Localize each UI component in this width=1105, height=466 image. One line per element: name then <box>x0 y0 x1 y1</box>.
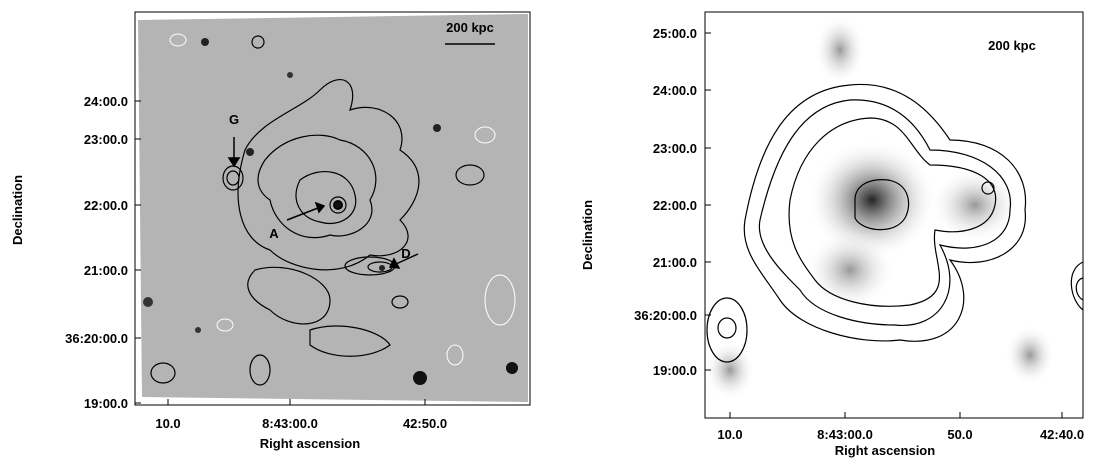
y-tick-label: 21:00.0 <box>653 255 697 270</box>
annotation: D <box>401 246 410 261</box>
xray-image <box>704 11 1084 419</box>
annotation: A <box>269 226 279 241</box>
y-tick-label: 19:00.0 <box>653 363 697 378</box>
y-tick-label: 36:20:00.0 <box>65 331 128 346</box>
annotation: G <box>229 112 239 127</box>
y-tick-label: 23:00.0 <box>653 141 697 156</box>
radio-contours <box>150 33 516 386</box>
x-axis-title: Right ascension <box>260 436 360 451</box>
y-axis-title: Declination <box>10 175 25 245</box>
y-tick-label: 19:00.0 <box>84 396 128 411</box>
x-tick-label: 10.0 <box>155 416 180 431</box>
optical-image <box>134 11 531 406</box>
x-tick-label: 8:43:00.0 <box>817 427 873 442</box>
y-tick-label: 23:00.0 <box>84 132 128 147</box>
y-tick-label: 21:00.0 <box>84 263 128 278</box>
y-tick-label: 24:00.0 <box>653 83 697 98</box>
scale-bar-label: 200 kpc <box>446 20 494 35</box>
x-tick-label: 10.0 <box>717 427 742 442</box>
y-tick-label: 25:00.0 <box>653 26 697 41</box>
arrows <box>227 43 1035 269</box>
y-tick-label: 22:00.0 <box>84 198 128 213</box>
x-tick-label: 50.0 <box>947 427 972 442</box>
y-tick-label: 24:00.0 <box>84 94 128 109</box>
y-tick-label: 36:20:00.0 <box>634 308 697 323</box>
x-tick-label: 42:50.0 <box>403 416 447 431</box>
scale-bar-label: 200 kpc <box>988 38 1036 53</box>
x-tick-label: 42:40.0 <box>1040 427 1084 442</box>
x-tick-label: 8:43:00.0 <box>262 416 318 431</box>
x-axis-title: Right ascension <box>835 443 935 458</box>
y-axis-title: Declination <box>580 200 595 270</box>
y-tick-label: 22:00.0 <box>653 198 697 213</box>
xray-contours <box>706 83 1084 363</box>
